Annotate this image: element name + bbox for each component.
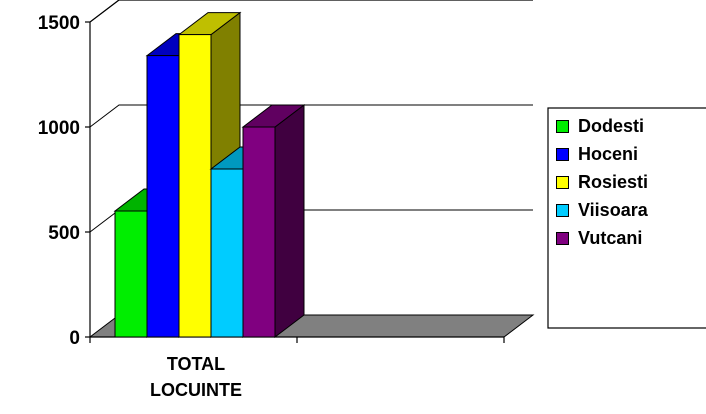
bar-rosiesti: [178, 34, 212, 338]
legend-swatch: [556, 147, 569, 161]
y-tick-label: 500: [48, 223, 80, 244]
bar-dodesti: [114, 210, 148, 338]
legend-swatch: [556, 231, 569, 245]
y-tick-label: 0: [69, 328, 80, 349]
legend-label: Rosiesti: [578, 171, 649, 192]
legend-item: Hoceni: [556, 140, 706, 168]
x-category-label: LOCUINTE: [150, 380, 242, 400]
bar-vutcani: [242, 126, 276, 338]
gridline: [89, 0, 533, 23]
legend-box: [547, 107, 706, 329]
legend-swatch: [556, 119, 569, 133]
legend-item: Vutcani: [556, 224, 706, 252]
legend-label: Dodesti: [578, 115, 645, 136]
legend-label: Viisoara: [578, 199, 648, 220]
legend-item: Dodesti: [556, 112, 706, 140]
y-tick-label: 1500: [38, 13, 80, 34]
legend-item: Rosiesti: [556, 168, 706, 196]
legend-label: Hoceni: [578, 143, 639, 164]
gridline: [89, 104, 533, 128]
legend-swatch: [556, 203, 569, 217]
x-category-label: TOTAL: [167, 354, 225, 374]
y-tick-label: 1000: [38, 118, 80, 139]
legend-label: Vutcani: [578, 227, 643, 248]
legend-item: Viisoara: [556, 196, 706, 224]
bar-hoceni: [146, 55, 180, 338]
bar-side-vutcani: [274, 103, 305, 339]
legend-swatch: [556, 175, 569, 189]
bar-viisoara: [210, 168, 244, 338]
legend: Dodesti Hoceni Rosiesti Viisoara Vutcani: [556, 112, 706, 252]
